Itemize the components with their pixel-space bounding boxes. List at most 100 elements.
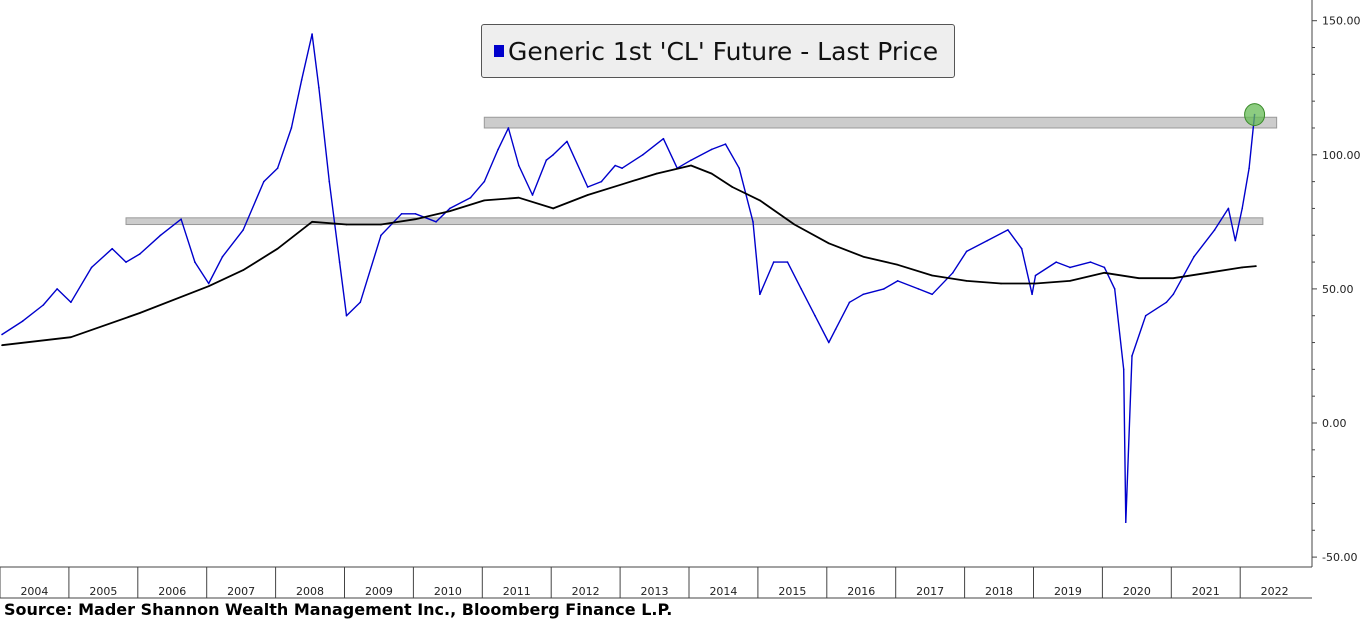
y-tick-label: 0.00 <box>1322 417 1347 430</box>
price-point-10 <box>180 218 182 220</box>
x-tick-label: 2009 <box>365 585 393 598</box>
x-tick-label: 2014 <box>709 585 737 598</box>
price-point-42 <box>621 167 623 170</box>
price-point-53 <box>786 261 789 263</box>
price-point-70 <box>1034 274 1037 277</box>
price-point-1 <box>21 320 24 322</box>
price-point-74 <box>1103 266 1106 269</box>
price-point-69 <box>1031 293 1033 296</box>
price-point-73 <box>1089 261 1092 263</box>
ma-point-18 <box>710 172 713 175</box>
price-point-4 <box>70 301 72 304</box>
x-axis: 2004 2005 2006 2007 2008 2009 2010 2011 2012 2013… <box>0 566 1312 599</box>
x-tick-label: 2018 <box>985 585 1013 598</box>
price-point-82 <box>1193 255 1195 258</box>
source-text: Source: Mader Shannon Wealth Management … <box>4 600 673 619</box>
ma-point-6 <box>311 221 313 223</box>
x-tick-label: 2013 <box>641 585 669 598</box>
ma-point-35 <box>1255 265 1257 267</box>
band-1 <box>125 217 1264 226</box>
ma-point-16 <box>655 172 658 175</box>
price-point-83 <box>1213 229 1216 231</box>
price-point-25 <box>380 234 382 237</box>
price-point-65 <box>965 250 968 253</box>
price-point-6 <box>111 247 114 250</box>
price-point-0 <box>1 333 3 336</box>
price-point-21 <box>328 180 331 183</box>
price-point-68 <box>1020 247 1023 250</box>
price-point-47 <box>710 148 713 151</box>
ma-point-0 <box>1 344 3 347</box>
price-point-40 <box>600 180 603 183</box>
price-point-78 <box>1131 355 1133 357</box>
price-point-22 <box>338 261 341 263</box>
ma-point-21 <box>793 223 796 226</box>
price-point-50 <box>752 221 754 223</box>
x-tick-label: 2022 <box>1261 585 1289 598</box>
price-point-75 <box>1113 288 1116 290</box>
ma-point-25 <box>931 274 933 277</box>
x-tick-label: 2021 <box>1192 585 1220 598</box>
x-tick-label: 2020 <box>1123 585 1151 598</box>
price-point-61 <box>896 280 899 282</box>
ma-point-32 <box>1172 277 1175 279</box>
price-point-52 <box>772 261 775 263</box>
price-point-12 <box>207 282 210 285</box>
price-point-77 <box>1124 521 1127 524</box>
price-point-60 <box>883 288 885 290</box>
price-point-38 <box>566 140 568 143</box>
price-point-67 <box>1007 229 1009 231</box>
price-point-58 <box>848 301 851 304</box>
ma-point-22 <box>828 242 830 245</box>
price-point-54 <box>800 288 803 290</box>
price-point-57 <box>834 328 837 330</box>
x-tick-label: 2005 <box>89 585 117 598</box>
y-tick-label: -50.00 <box>1322 551 1357 564</box>
price-point-86 <box>1241 207 1243 210</box>
ma-point-23 <box>862 255 865 258</box>
price-point-16 <box>276 167 279 170</box>
x-tick-label: 2007 <box>227 585 255 598</box>
x-tick-label: 2011 <box>503 585 531 598</box>
price-point-87 <box>1248 167 1250 170</box>
ma-point-4 <box>242 269 244 271</box>
price-point-59 <box>862 293 865 296</box>
y-tick-label: 50.00 <box>1322 283 1354 296</box>
price-point-36 <box>545 159 548 161</box>
price-point-64 <box>952 272 954 274</box>
ma-point-11 <box>483 199 486 202</box>
ma-point-20 <box>759 199 761 202</box>
price-point-31 <box>483 180 486 183</box>
price-point-34 <box>517 164 520 167</box>
price-point-81 <box>1172 293 1175 296</box>
ma-point-26 <box>965 280 968 282</box>
legend: Generic 1st 'CL' Future - Last Price <box>481 24 955 78</box>
moving-average-line <box>1 164 1257 347</box>
price-point-51 <box>759 293 761 296</box>
ma-point-29 <box>1069 280 1071 282</box>
ma-point-10 <box>449 210 451 212</box>
price-point-3 <box>56 288 58 290</box>
x-tick-label: 2019 <box>1054 585 1082 598</box>
x-tick-label: 2010 <box>434 585 462 598</box>
price-point-11 <box>194 261 196 263</box>
price-point-41 <box>614 164 617 167</box>
ma-point-19 <box>731 186 734 188</box>
ma-point-31 <box>1138 277 1140 279</box>
legend-swatch <box>494 45 504 57</box>
price-point-84 <box>1227 207 1230 210</box>
price-point-24 <box>359 301 362 304</box>
y-tick-label: 100.00 <box>1322 149 1361 162</box>
ma-point-2 <box>139 312 141 314</box>
x-tick-label: 2008 <box>296 585 324 598</box>
price-point-17 <box>290 127 293 129</box>
x-tick-label: 2015 <box>778 585 806 598</box>
price-point-19 <box>311 33 313 35</box>
price-point-49 <box>738 167 741 170</box>
ma-point-17 <box>690 164 692 167</box>
price-point-5 <box>90 266 93 269</box>
ma-point-5 <box>276 247 279 250</box>
price-point-13 <box>221 255 224 258</box>
x-tick-label: 2006 <box>158 585 186 598</box>
